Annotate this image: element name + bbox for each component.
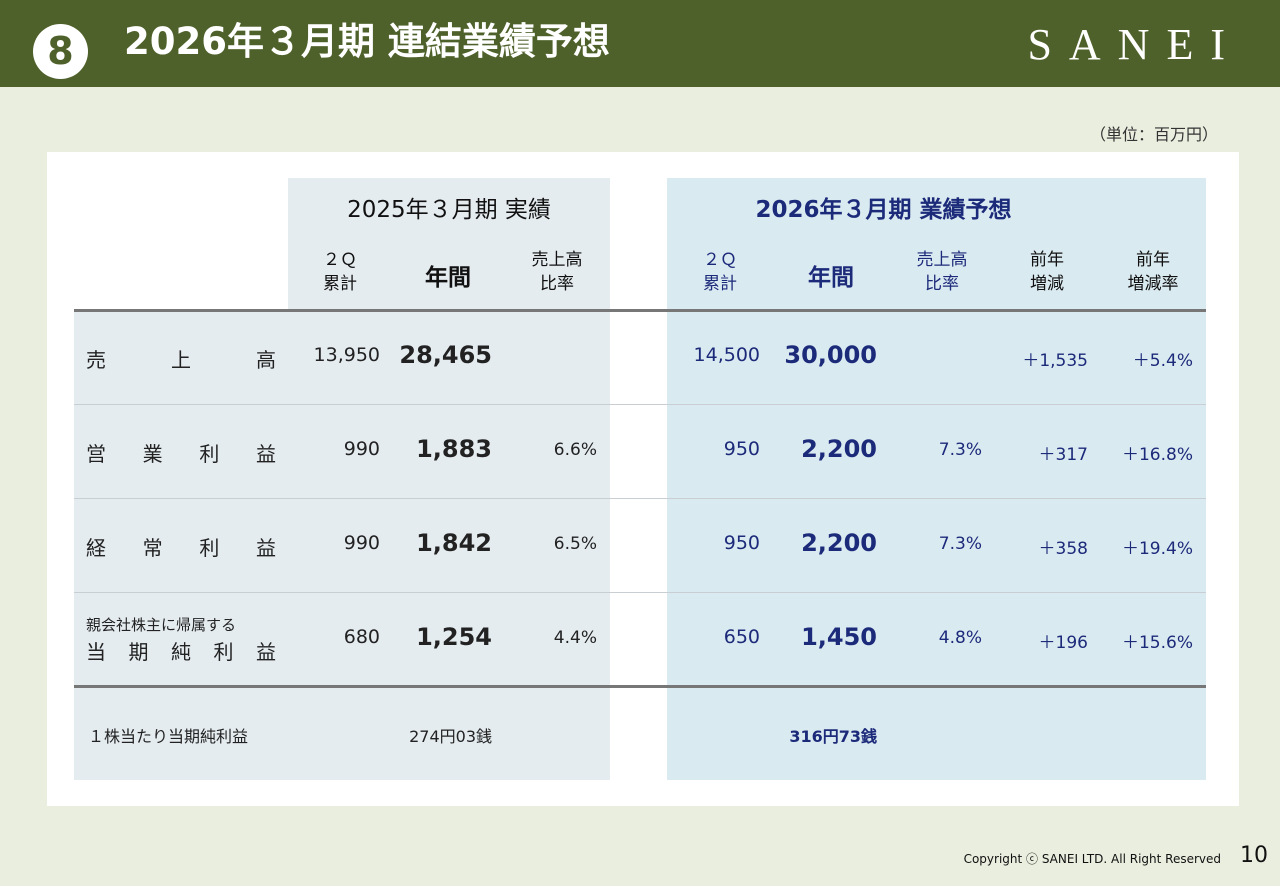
company-logo: SANEI bbox=[1027, 20, 1242, 69]
cell-forecast-2q: 650 bbox=[723, 626, 760, 648]
group-header-2026: 2026年３月期 業績予想 bbox=[755, 197, 1012, 223]
row-label-ordinary-profit: 経 常 利 益 bbox=[86, 536, 276, 560]
cell-prev-ratio: 6.6% bbox=[553, 440, 597, 460]
row-divider bbox=[74, 592, 1206, 593]
cell-prev-2q: 990 bbox=[343, 532, 380, 554]
row-label-operating-profit: 営 業 利 益 bbox=[86, 442, 276, 466]
cell-prev-2q: 680 bbox=[343, 626, 380, 648]
body-rule bbox=[74, 685, 1206, 688]
cell-yoy: ＋358 bbox=[1038, 539, 1088, 559]
subheader-annual-2026: 年間 bbox=[808, 265, 854, 291]
cell-forecast-2q: 950 bbox=[723, 532, 760, 554]
cell-forecast-annual: 2,200 bbox=[801, 529, 877, 557]
cell-forecast-2q: 950 bbox=[723, 438, 760, 460]
cell-forecast-2q: 14,500 bbox=[693, 344, 760, 366]
forecast-body-bg bbox=[667, 310, 1206, 780]
cell-prev-ratio: 4.4% bbox=[553, 628, 597, 648]
row-label-net-profit: 当 期 純 利 益 bbox=[86, 640, 276, 664]
page-title: 2026年３月期 連結業績予想 bbox=[124, 20, 610, 63]
cell-forecast-ratio: 7.3% bbox=[938, 440, 982, 460]
row-divider bbox=[74, 404, 1206, 405]
cell-yoy: ＋196 bbox=[1038, 633, 1088, 653]
group-header-2025: 2025年３月期 実績 bbox=[347, 197, 551, 223]
cell-prev-annual: 28,465 bbox=[399, 341, 492, 369]
prev-year-body-bg bbox=[74, 310, 610, 780]
subheader-annual-2025: 年間 bbox=[425, 265, 471, 291]
subheader-2q-2026: ２Ｑ 累計 bbox=[703, 250, 737, 294]
subheader-yoy-rate: 前年 増減率 bbox=[1127, 250, 1179, 294]
unit-note: （単位：百万円） bbox=[1089, 125, 1218, 144]
cell-forecast-ratio: 4.8% bbox=[938, 628, 982, 648]
header-rule bbox=[74, 309, 1206, 312]
cell-yoy: ＋1,535 bbox=[1022, 351, 1088, 371]
cell-prev-2q: 13,950 bbox=[313, 344, 380, 366]
subheader-ratio-2026: 売上高 比率 bbox=[916, 250, 968, 294]
forecast-header-bg bbox=[667, 178, 1206, 310]
copyright: Copyright ⓒ SANEI LTD. All Right Reserve… bbox=[963, 852, 1221, 866]
row-label-sales: 売 上 高 bbox=[86, 348, 276, 372]
section-number-badge: 8 bbox=[33, 24, 88, 79]
eps-label: １株当たり当期純利益 bbox=[88, 727, 249, 746]
row-divider bbox=[74, 498, 1206, 499]
cell-forecast-annual: 2,200 bbox=[801, 435, 877, 463]
eps-prev: 274円03銭 bbox=[409, 727, 492, 746]
cell-forecast-annual: 1,450 bbox=[801, 623, 877, 651]
cell-prev-ratio: 6.5% bbox=[553, 534, 597, 554]
cell-prev-annual: 1,842 bbox=[416, 529, 492, 557]
page-number: 10 bbox=[1240, 843, 1268, 868]
cell-yoy-rate: ＋19.4% bbox=[1121, 539, 1193, 559]
cell-forecast-ratio: 7.3% bbox=[938, 534, 982, 554]
header-bar: 8 2026年３月期 連結業績予想 SANEI bbox=[0, 0, 1280, 87]
subheader-2q-2025: ２Ｑ 累計 bbox=[323, 250, 357, 294]
cell-prev-annual: 1,883 bbox=[416, 435, 492, 463]
eps-forecast: 316円73銭 bbox=[789, 727, 877, 746]
cell-yoy-rate: ＋5.4% bbox=[1132, 351, 1193, 371]
row-label-net-profit-top: 親会社株主に帰属する bbox=[86, 616, 237, 634]
cell-yoy-rate: ＋16.8% bbox=[1121, 445, 1193, 465]
subheader-ratio-2025: 売上高 比率 bbox=[531, 250, 583, 294]
cell-forecast-annual: 30,000 bbox=[784, 341, 877, 369]
cell-yoy-rate: ＋15.6% bbox=[1121, 633, 1193, 653]
cell-prev-2q: 990 bbox=[343, 438, 380, 460]
prev-year-header-bg bbox=[288, 178, 610, 310]
subheader-yoy: 前年 増減 bbox=[1030, 250, 1064, 294]
cell-yoy: ＋317 bbox=[1038, 445, 1088, 465]
cell-prev-annual: 1,254 bbox=[416, 623, 492, 651]
